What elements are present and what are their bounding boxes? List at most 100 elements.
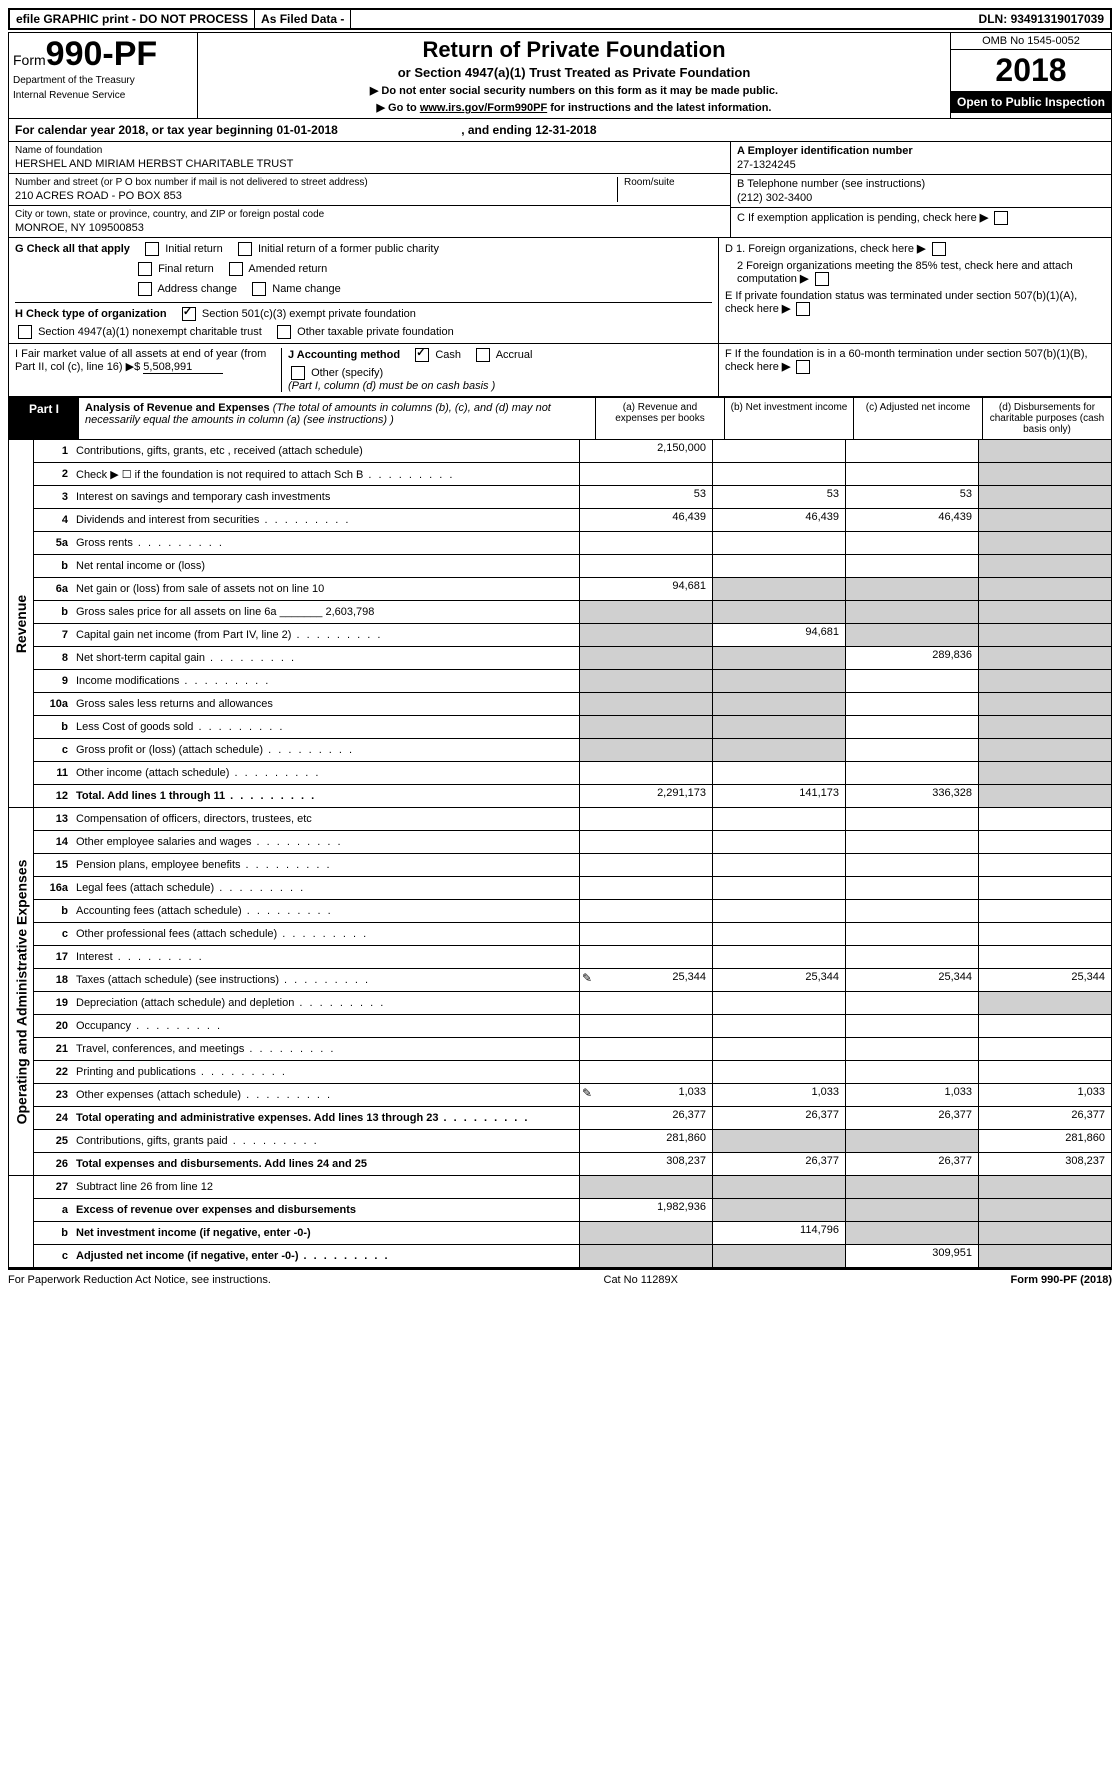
amount-cell-d bbox=[978, 716, 1111, 738]
amount-cell-a bbox=[579, 946, 712, 968]
amount-cell-c bbox=[845, 739, 978, 761]
amount-cell-d bbox=[978, 532, 1111, 554]
amount-cell-c bbox=[845, 463, 978, 485]
row-label: Total operating and administrative expen… bbox=[72, 1110, 579, 1126]
amount-cell-b bbox=[712, 463, 845, 485]
amount-cell-b bbox=[712, 854, 845, 876]
initial-return-checkbox[interactable] bbox=[145, 242, 159, 256]
form-meta-block: OMB No 1545-0052 2018 Open to Public Ins… bbox=[950, 33, 1111, 118]
row-number: 13 bbox=[34, 811, 72, 827]
irs-link[interactable]: www.irs.gov/Form990PF bbox=[420, 102, 547, 114]
amount-cell-a: 94,681 bbox=[579, 578, 712, 600]
status-terminated-checkbox[interactable] bbox=[796, 302, 810, 316]
exemption-pending-cell: C If exemption application is pending, c… bbox=[731, 208, 1111, 228]
row-label: Contributions, gifts, grants paid bbox=[72, 1133, 579, 1149]
other-method-checkbox[interactable] bbox=[291, 366, 305, 380]
amount-cell-b: 141,173 bbox=[712, 785, 845, 807]
row-number: 21 bbox=[34, 1041, 72, 1057]
form-id-block: Form990-PF Department of the Treasury In… bbox=[9, 33, 198, 118]
table-row: 21Travel, conferences, and meetings bbox=[34, 1038, 1111, 1061]
row-label: Dividends and interest from securities bbox=[72, 512, 579, 528]
row-label: Total expenses and disbursements. Add li… bbox=[72, 1156, 579, 1172]
amount-cell-b bbox=[712, 923, 845, 945]
part1-header: Part I Analysis of Revenue and Expenses … bbox=[8, 397, 1112, 440]
table-row: 12Total. Add lines 1 through 112,291,173… bbox=[34, 785, 1111, 807]
attachment-icon[interactable]: ✎ bbox=[582, 1086, 592, 1100]
amount-cell-c bbox=[845, 1015, 978, 1037]
row-number: b bbox=[34, 558, 72, 574]
address-change-checkbox[interactable] bbox=[138, 282, 152, 296]
row-number: 2 bbox=[34, 466, 72, 482]
amount-cell-d bbox=[978, 670, 1111, 692]
amount-cell-c bbox=[845, 900, 978, 922]
amount-cell-c bbox=[845, 440, 978, 462]
amount-cell-a bbox=[579, 1061, 712, 1083]
row-number: 3 bbox=[34, 489, 72, 505]
amount-cell-d bbox=[978, 1176, 1111, 1198]
cash-checkbox[interactable] bbox=[415, 348, 429, 362]
amount-cell-a bbox=[579, 647, 712, 669]
amount-cell-d bbox=[978, 739, 1111, 761]
table-row: cGross profit or (loss) (attach schedule… bbox=[34, 739, 1111, 762]
row-label: Total. Add lines 1 through 11 bbox=[72, 788, 579, 804]
row-number: 17 bbox=[34, 949, 72, 965]
amount-cell-d bbox=[978, 578, 1111, 600]
amount-cell-d bbox=[978, 946, 1111, 968]
foreign-org-checkbox[interactable] bbox=[932, 242, 946, 256]
dept-irs: Internal Revenue Service bbox=[13, 90, 193, 101]
amount-cell-c: 26,377 bbox=[845, 1107, 978, 1129]
table-row: cAdjusted net income (if negative, enter… bbox=[34, 1245, 1111, 1267]
row-label: Depreciation (attach schedule) and deple… bbox=[72, 995, 579, 1011]
table-row: bAccounting fees (attach schedule) bbox=[34, 900, 1111, 923]
calendar-year-row: For calendar year 2018, or tax year begi… bbox=[8, 119, 1112, 142]
table-row: 20Occupancy bbox=[34, 1015, 1111, 1038]
table-row: cOther professional fees (attach schedul… bbox=[34, 923, 1111, 946]
amount-cell-a bbox=[579, 900, 712, 922]
amount-cell-b bbox=[712, 601, 845, 623]
revenue-section: Revenue 1Contributions, gifts, grants, e… bbox=[8, 440, 1112, 808]
final-return-checkbox[interactable] bbox=[138, 262, 152, 276]
row-label: Accounting fees (attach schedule) bbox=[72, 903, 579, 919]
amount-cell-b bbox=[712, 1038, 845, 1060]
table-row: 23Other expenses (attach schedule)✎1,033… bbox=[34, 1084, 1111, 1107]
amount-cell-c bbox=[845, 670, 978, 692]
amount-cell-b bbox=[712, 532, 845, 554]
amount-cell-a bbox=[579, 716, 712, 738]
amount-cell-c: 336,328 bbox=[845, 785, 978, 807]
table-row: 4Dividends and interest from securities4… bbox=[34, 509, 1111, 532]
amount-cell-a: 1,982,936 bbox=[579, 1199, 712, 1221]
row-number: 23 bbox=[34, 1087, 72, 1103]
other-taxable-checkbox[interactable] bbox=[277, 325, 291, 339]
4947-checkbox[interactable] bbox=[18, 325, 32, 339]
60month-checkbox[interactable] bbox=[796, 360, 810, 374]
amount-cell-a bbox=[579, 693, 712, 715]
row-number: 26 bbox=[34, 1156, 72, 1172]
501c3-checkbox[interactable] bbox=[182, 307, 196, 321]
row-number: a bbox=[34, 1202, 72, 1218]
exemption-checkbox[interactable] bbox=[994, 211, 1008, 225]
amended-return-checkbox[interactable] bbox=[229, 262, 243, 276]
amount-cell-d bbox=[978, 1015, 1111, 1037]
paperwork-notice: For Paperwork Reduction Act Notice, see … bbox=[8, 1274, 271, 1286]
amount-cell-d bbox=[978, 854, 1111, 876]
row-label: Capital gain net income (from Part IV, l… bbox=[72, 627, 579, 643]
row-number: c bbox=[34, 1248, 72, 1264]
attachment-icon[interactable]: ✎ bbox=[582, 971, 592, 985]
foreign-85-checkbox[interactable] bbox=[815, 272, 829, 286]
name-change-checkbox[interactable] bbox=[252, 282, 266, 296]
row-label: Net short-term capital gain bbox=[72, 650, 579, 666]
amount-cell-a bbox=[579, 923, 712, 945]
amount-cell-a bbox=[579, 670, 712, 692]
amount-cell-c bbox=[845, 1176, 978, 1198]
row-number: b bbox=[34, 719, 72, 735]
accrual-checkbox[interactable] bbox=[476, 348, 490, 362]
amount-cell-c bbox=[845, 808, 978, 830]
initial-former-checkbox[interactable] bbox=[238, 242, 252, 256]
amount-cell-d bbox=[978, 1245, 1111, 1267]
amount-cell-a bbox=[579, 1245, 712, 1267]
row-label: Gross sales price for all assets on line… bbox=[72, 604, 579, 620]
amount-cell-c: 289,836 bbox=[845, 647, 978, 669]
amount-cell-d bbox=[978, 647, 1111, 669]
amount-cell-a: 53 bbox=[579, 486, 712, 508]
amount-cell-b: 1,033 bbox=[712, 1084, 845, 1106]
